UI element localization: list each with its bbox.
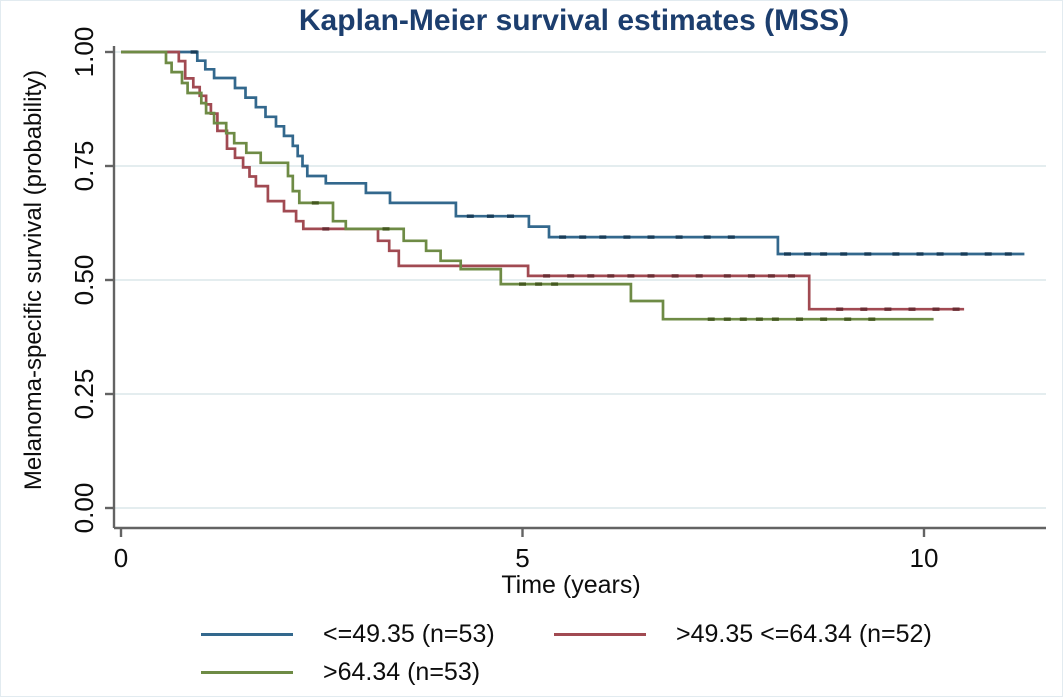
- km-curve-gt_64_34: [121, 50, 934, 321]
- y-tick-label: 0.25: [69, 369, 99, 420]
- y-tick-label: 1.00: [69, 27, 99, 78]
- legend-item-group2: >49.35 <=64.34 (n=52): [554, 619, 932, 649]
- legend-swatch-red: [554, 632, 646, 636]
- km-curve-gt_49_35_le_64_34: [121, 50, 965, 311]
- legend-swatch-green: [201, 670, 293, 674]
- plot-area: 0.00 0.25 0.50 0.75 1.00 0 5 10: [69, 27, 1046, 573]
- legend-label: <=49.35 (n=53): [323, 619, 495, 648]
- x-tick-label: 0: [114, 543, 128, 573]
- y-tick-label: 0.00: [69, 483, 99, 534]
- x-tick-label: 10: [910, 543, 939, 573]
- y-tick-label: 0.75: [69, 141, 99, 192]
- legend-label: >49.35 <=64.34 (n=52): [676, 619, 932, 648]
- x-axis-title: Time (years): [501, 571, 641, 599]
- legend-swatch-blue: [201, 632, 293, 636]
- x-tick-label: 5: [515, 543, 529, 573]
- y-tick-label: 0.50: [69, 255, 99, 306]
- chart-title: Kaplan-Meier survival estimates (MSS): [298, 4, 850, 37]
- legend-item-group3: >64.34 (n=53): [201, 657, 480, 687]
- legend-item-group1: <=49.35 (n=53): [201, 619, 495, 649]
- legend-label: >64.34 (n=53): [323, 657, 481, 686]
